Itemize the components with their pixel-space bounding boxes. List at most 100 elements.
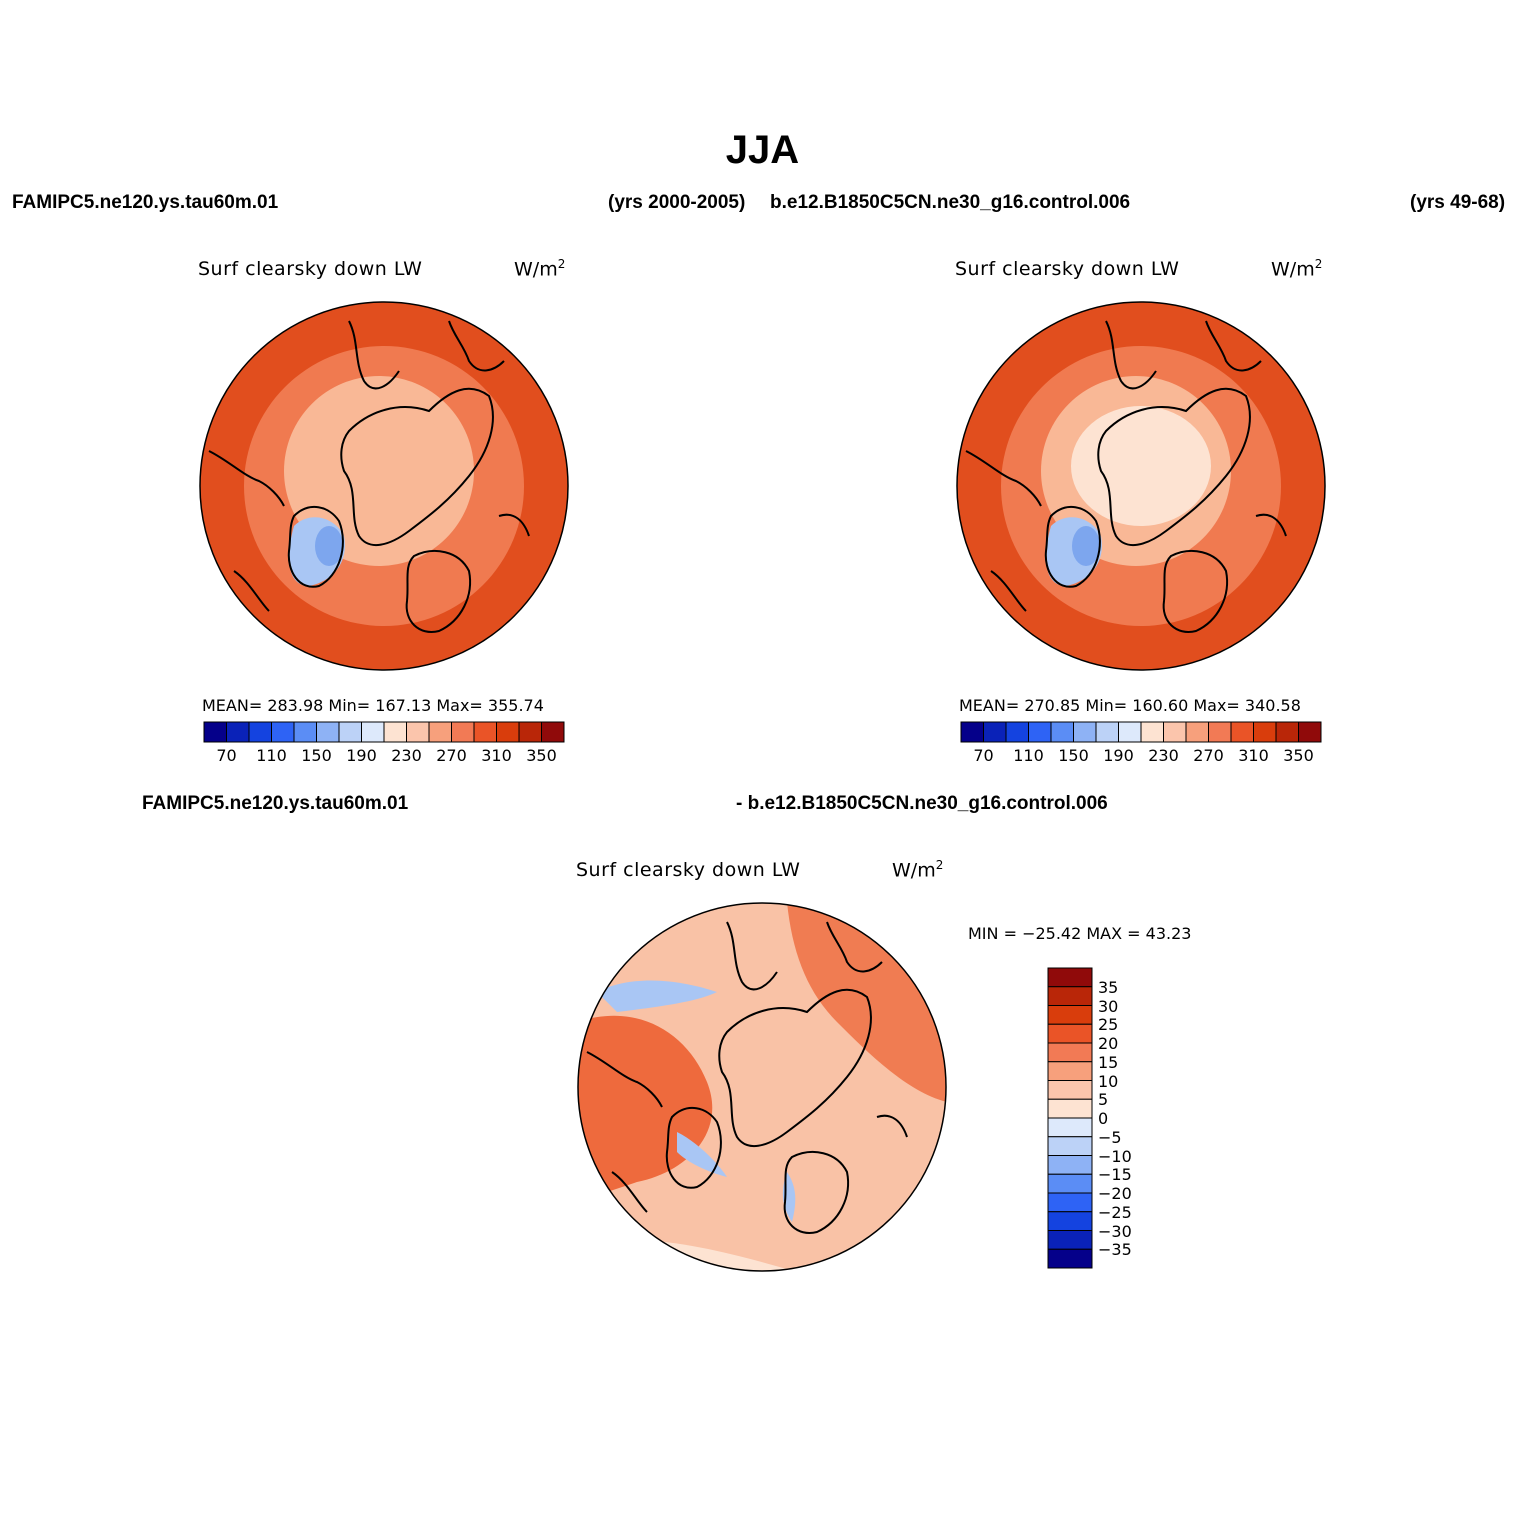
- coastline: [718, 988, 872, 1147]
- coastline: [965, 450, 1042, 507]
- field-core: [314, 406, 454, 526]
- field-core: [1071, 406, 1211, 526]
- colorbar-tick-label: −30: [1098, 1221, 1132, 1241]
- panel3-colorbar-labels: 35 30 25 20 15 10 5 0 −5 −10 −15 −20 −25 −30 −35: [1098, 968, 1158, 1268]
- colorbar-box: [1275, 721, 1299, 743]
- panel3-title: Surf clearsky down LW: [576, 859, 801, 881]
- colorbar-box: [1047, 1023, 1093, 1044]
- panel1-polar-map: [199, 301, 569, 671]
- field-region: [597, 980, 717, 1012]
- coastline: [287, 506, 344, 588]
- coastline: [783, 1151, 850, 1234]
- colorbar-tick-label: 270: [1193, 746, 1224, 765]
- case2-label: b.e12.B1850C5CN.ne30_g16.control.006: [770, 192, 1131, 213]
- panel3-polar-map: [577, 902, 947, 1272]
- colorbar-tick-label: −25: [1098, 1202, 1132, 1222]
- colorbar-box: [1047, 1230, 1093, 1250]
- colorbar-box: [1140, 721, 1164, 743]
- colorbar-box: [1047, 1005, 1093, 1025]
- colorbar-tick-label: 150: [1058, 746, 1089, 765]
- colorbar-box: [1047, 1155, 1093, 1175]
- colorbar-tick-label: 0: [1098, 1109, 1109, 1128]
- colorbar-tick-label: −20: [1098, 1184, 1132, 1203]
- colorbar-box: [496, 721, 520, 743]
- colorbar-box: [1047, 1080, 1093, 1100]
- coastline: [876, 1114, 908, 1138]
- colorbar-box: [1185, 721, 1209, 743]
- case1-label: FAMIPC5.ne120.ys.tau60m.01: [12, 192, 279, 213]
- coastline: [1255, 513, 1287, 537]
- colorbar-tick-label: 30: [1098, 996, 1119, 1016]
- colorbar-tick-label: 25: [1098, 1015, 1119, 1035]
- colorbar-tick-label: 5: [1098, 1090, 1109, 1110]
- colorbar-tick-label: 110: [256, 746, 287, 765]
- colorbar-box: [293, 721, 317, 743]
- map-border: [577, 902, 947, 1272]
- panel2-title: Surf clearsky down LW: [955, 258, 1180, 280]
- colorbar-box: [1047, 1173, 1093, 1194]
- colorbar-tick-label: 310: [1238, 746, 1269, 765]
- diff-case2-label: - b.e12.B1850C5CN.ne30_g16.control.006: [736, 793, 1108, 814]
- page-title: JJA: [725, 128, 800, 172]
- ice-core: [1072, 526, 1100, 566]
- panel1-stats: MEAN= 283.98 Min= 167.13 Max= 355.74: [202, 696, 544, 715]
- colorbar-tick-label: −5: [1098, 1127, 1122, 1147]
- colorbar-box: [1095, 721, 1119, 743]
- colorbar-tick-label: 350: [526, 746, 557, 765]
- colorbar-box: [1047, 1061, 1093, 1081]
- coastline: [726, 921, 778, 991]
- coastline: [233, 570, 270, 612]
- colorbar-tick-label: 15: [1098, 1052, 1119, 1072]
- coastline: [208, 450, 285, 507]
- map-field: [200, 302, 568, 670]
- coastline: [1205, 320, 1262, 372]
- colorbar-tick-label: −35: [1098, 1240, 1132, 1260]
- colorbar-tick-label: 70: [216, 746, 237, 765]
- coastline: [1105, 320, 1157, 390]
- colorbar-tick-label: 35: [1098, 977, 1119, 997]
- colorbar-box: [1163, 721, 1187, 743]
- coastline: [1162, 550, 1229, 633]
- field-region: [578, 1015, 713, 1202]
- colorbar-box: [406, 721, 430, 743]
- map-field: [957, 302, 1325, 670]
- colorbar-tick-label: 230: [1148, 746, 1179, 765]
- panel1-units: W/m2: [514, 257, 566, 281]
- coastline: [665, 1107, 722, 1189]
- colorbar-box: [338, 721, 362, 743]
- colorbar-box: [226, 721, 250, 743]
- colorbar-tick-label: 350: [1283, 746, 1314, 765]
- map-field: [578, 903, 946, 1271]
- coastline: [340, 387, 494, 546]
- coastline: [405, 550, 472, 633]
- colorbar-box: [361, 721, 385, 743]
- panel2-stats: MEAN= 270.85 Min= 160.60 Max= 340.58: [959, 696, 1301, 715]
- case1-years: (yrs 2000-2005): [608, 192, 746, 213]
- coastline: [586, 1051, 663, 1108]
- colorbar-box: [1047, 1098, 1093, 1119]
- colorbar-box: [1118, 721, 1142, 743]
- colorbar-box: [1208, 721, 1232, 743]
- colorbar-tick-label: 230: [391, 746, 422, 765]
- colorbar-box: [473, 721, 497, 743]
- colorbar-tick-label: −15: [1098, 1165, 1132, 1185]
- colorbar-box: [1047, 967, 1093, 988]
- colorbar-box: [518, 721, 542, 743]
- colorbar-box: [1047, 1136, 1093, 1156]
- colorbar-box: [1047, 986, 1093, 1006]
- colorbar-box: [1073, 721, 1097, 743]
- colorbar-tick-label: 10: [1098, 1071, 1119, 1091]
- coastline: [448, 320, 505, 372]
- ice-core: [315, 526, 343, 566]
- coastline: [990, 570, 1027, 612]
- colorbar-box: [1050, 721, 1074, 743]
- map-border: [956, 301, 1326, 671]
- colorbar-box: [248, 721, 272, 743]
- coastline: [611, 1171, 648, 1213]
- map-border: [199, 301, 569, 671]
- colorbar-box: [1047, 1192, 1093, 1213]
- colorbar-box: [960, 721, 984, 743]
- colorbar-box: [1047, 1211, 1093, 1231]
- colorbar-box: [1047, 1042, 1093, 1063]
- colorbar-box: [541, 721, 565, 743]
